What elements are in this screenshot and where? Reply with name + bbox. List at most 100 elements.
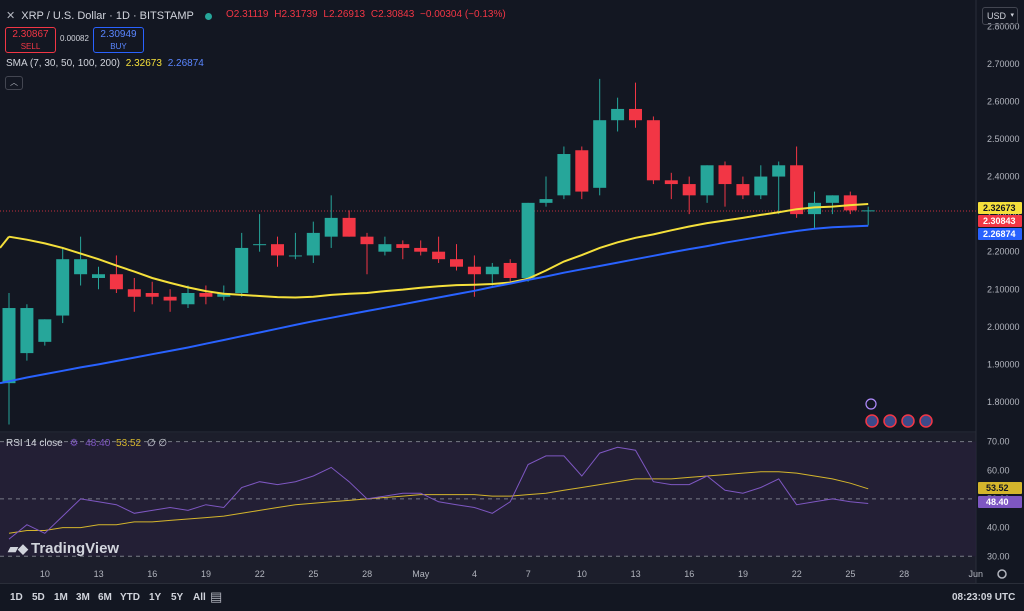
time-axis-label: 16: [147, 569, 157, 579]
candle-body: [217, 293, 231, 297]
time-axis-label: 13: [94, 569, 104, 579]
sma-fast-line: [8, 203, 869, 299]
rsi-tick-label: 40.00: [987, 523, 1010, 533]
clock-readout[interactable]: 08:23:09 UTC: [952, 592, 1016, 603]
rsi-legend[interactable]: RSI 14 close ⚙ 48.40 53.52 ∅ ∅: [6, 438, 167, 449]
us-flag-icon[interactable]: [919, 414, 933, 428]
rsi-ma-value: 53.52: [116, 438, 142, 449]
candle-body: [127, 289, 141, 297]
candle-body: [20, 308, 34, 354]
timeframe-1y[interactable]: 1Y: [149, 592, 162, 603]
currency-select[interactable]: USD ▾: [982, 7, 1018, 25]
market-status-icon: [204, 12, 212, 20]
candle-body: [92, 274, 105, 278]
time-axis-label: Jun: [968, 569, 983, 579]
time-axis-label: 25: [845, 569, 855, 579]
candle-body: [808, 202, 821, 215]
tradingview-logo-icon: ▰◆: [8, 541, 28, 556]
candle-body: [414, 247, 428, 252]
ohlc-high: H2.31739: [274, 9, 318, 20]
sell-button[interactable]: 2.30867 SELL: [5, 27, 56, 53]
candle-body: [378, 244, 392, 252]
time-axis-label: 4: [472, 569, 477, 579]
date-range-icon[interactable]: ▤: [210, 589, 223, 604]
time-axis-label: 16: [684, 569, 694, 579]
candle-body: [485, 266, 499, 275]
price-tick-label: 2.50000: [987, 134, 1020, 144]
timeframe-ytd[interactable]: YTD: [120, 592, 140, 603]
settings-gear-icon[interactable]: [997, 569, 1007, 579]
price-tick-label: 2.00000: [987, 322, 1020, 332]
candle-body: [74, 259, 88, 275]
timeframe-1d[interactable]: 1D: [10, 592, 23, 603]
time-axis-label: 10: [577, 569, 587, 579]
symbol-header[interactable]: ✕ XRP / U.S. Dollar · 1D · BITSTAMP: [6, 9, 212, 22]
candle-body: [539, 199, 553, 203]
candle-body: [342, 217, 356, 237]
timeframe-1m[interactable]: 1M: [54, 592, 68, 603]
price-tick-label: 2.30000: [987, 209, 1020, 219]
candle-body: [2, 308, 16, 384]
rsi-settings-icon[interactable]: ⚙: [69, 438, 79, 449]
time-axis-label: 28: [362, 569, 372, 579]
candle-body: [557, 154, 571, 196]
rsi-tag-box: [978, 496, 1022, 508]
us-flag-icon[interactable]: [901, 414, 915, 428]
candle-body: [288, 255, 302, 257]
rsi-tick-label: 70.00: [987, 437, 1010, 447]
timeframe-5y[interactable]: 5Y: [171, 592, 184, 603]
sell-label: SELL: [20, 42, 41, 51]
rsi-ma-line: [8, 471, 869, 534]
price-tick-label: 2.10000: [987, 284, 1020, 294]
timeframe-all[interactable]: All: [193, 592, 206, 603]
candle-body: [682, 184, 696, 196]
price-tag-box: [978, 215, 1022, 227]
tradingview-logo-text: TradingView: [31, 540, 120, 557]
sma-fast-line-start: [0, 236, 10, 249]
us-flag-icon[interactable]: [883, 414, 897, 428]
price-tags: 2.32673 2.30843 2.26874: [978, 202, 1022, 240]
symbol-title[interactable]: XRP / U.S. Dollar · 1D · BITSTAMP: [21, 10, 194, 22]
sma-slow-line-start: [0, 380, 10, 385]
ohlc-close: C2.30843: [370, 9, 415, 20]
timeframe-5d[interactable]: 5D: [32, 592, 45, 603]
collapse-legend-button[interactable]: ︿: [5, 76, 23, 90]
price-tag-box: [978, 202, 1022, 214]
sma-label: SMA (7, 30, 50, 100, 200): [6, 58, 120, 69]
candle-body: [754, 176, 768, 196]
candle-body: [56, 259, 70, 316]
candle-body: [450, 259, 463, 267]
buy-button[interactable]: 2.30949 BUY: [93, 27, 144, 53]
timeframe-3m[interactable]: 3M: [76, 592, 90, 603]
time-axis-label: 10: [40, 569, 50, 579]
candles: [2, 78, 875, 425]
close-icon[interactable]: ✕: [6, 10, 16, 22]
rsi-tag-label: 53.52: [986, 483, 1009, 493]
lightning-icon[interactable]: [865, 398, 877, 410]
us-flag-icon[interactable]: [865, 414, 879, 428]
candle-body: [360, 236, 374, 245]
candle-body: [825, 195, 839, 203]
sma-legend[interactable]: SMA (7, 30, 50, 100, 200) 2.32673 2.2687…: [6, 58, 204, 69]
timeframe-6m[interactable]: 6M: [98, 592, 112, 603]
rsi-tag-box: [978, 482, 1022, 494]
candle-body: [611, 108, 625, 121]
price-tick-label: 1.80000: [987, 397, 1020, 407]
candle-body: [629, 108, 642, 121]
rsi-label: RSI 14 close: [6, 438, 63, 449]
candle-body: [521, 202, 535, 278]
price-tag-box: [978, 228, 1022, 240]
spread-value: 0.00082: [60, 34, 89, 43]
event-flags[interactable]: [865, 398, 933, 428]
sma-value-slow: 2.26874: [167, 58, 204, 69]
candle-body: [718, 165, 732, 185]
candle-body: [736, 184, 750, 196]
candle-body: [235, 247, 249, 294]
candle-body: [432, 251, 446, 260]
price-tag-label: 2.30843: [983, 216, 1016, 226]
candle-body: [664, 180, 678, 185]
buy-price: 2.30949: [100, 29, 137, 40]
price-tag-label: 2.26874: [983, 229, 1016, 239]
